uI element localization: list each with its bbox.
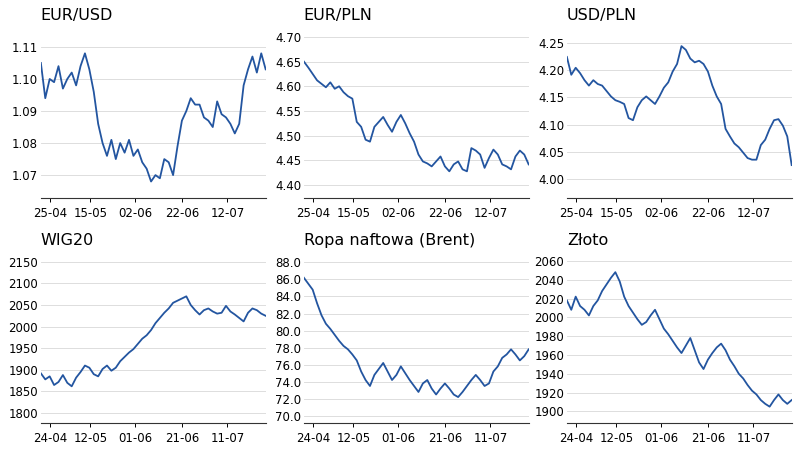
Text: WIG20: WIG20 <box>41 233 94 248</box>
Text: Złoto: Złoto <box>567 233 608 248</box>
Text: USD/PLN: USD/PLN <box>567 8 637 24</box>
Text: EUR/USD: EUR/USD <box>41 8 114 24</box>
Text: EUR/PLN: EUR/PLN <box>304 8 373 24</box>
Text: Ropa naftowa (Brent): Ropa naftowa (Brent) <box>304 233 475 248</box>
